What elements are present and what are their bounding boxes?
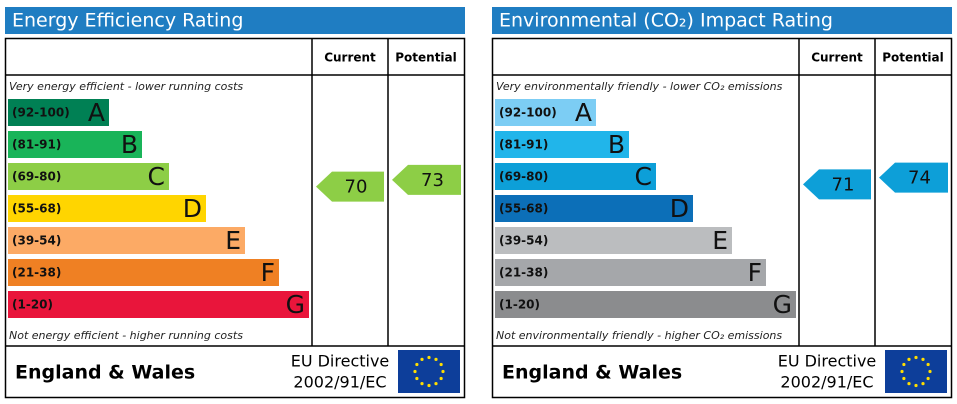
band-range: (21-38) (12, 266, 61, 280)
rating-band (495, 99, 596, 126)
band-range: (92-100) (12, 106, 70, 120)
rating-band (8, 227, 245, 254)
band-range: (81-91) (12, 138, 61, 152)
eu-star (914, 383, 918, 388)
band-range: (39-54) (499, 234, 548, 248)
band-letter: G (286, 290, 305, 319)
rating-band (495, 163, 656, 190)
eu-star (926, 362, 930, 367)
eu-star (921, 357, 925, 361)
region: England & Wales (502, 362, 682, 384)
band-letter: B (121, 130, 138, 159)
band-letter: A (88, 98, 105, 127)
column-header: Potential (395, 51, 457, 65)
band-range: (92-100) (499, 106, 557, 120)
band-letter: F (748, 258, 762, 287)
rating-band (8, 99, 109, 126)
title-bar (5, 7, 465, 34)
eu-star (415, 376, 419, 381)
eu-star (434, 382, 438, 386)
band-range: (1-20) (12, 298, 53, 312)
eu-star (907, 382, 911, 386)
rating-panel: Environmental (CO₂) Impact Rating Current… (491, 7, 953, 399)
rating-value: 70 (345, 177, 368, 198)
band-letter: D (183, 194, 202, 223)
band-letter: E (712, 226, 728, 255)
band-range: (55-68) (499, 202, 548, 216)
band-range: (81-91) (499, 138, 548, 152)
rating-band (8, 259, 279, 286)
eu-star (928, 369, 932, 374)
band-range: (1-20) (499, 298, 540, 312)
eu-star (427, 355, 431, 360)
eu-star (914, 355, 918, 360)
band-letter: D (670, 194, 689, 223)
rating-band (495, 195, 693, 222)
directive: 2002/91/EC (780, 373, 873, 392)
eu-star (900, 369, 904, 374)
rating-band (495, 131, 629, 158)
panel-frame (491, 37, 953, 399)
eu-star (902, 376, 906, 381)
band-range: (55-68) (12, 202, 61, 216)
eu-star (921, 382, 925, 386)
band-range: (21-38) (499, 266, 548, 280)
rating-arrow (803, 169, 871, 200)
eu-star (441, 369, 445, 374)
bottom-note: Not energy efficient - higher running co… (9, 329, 243, 342)
band-letter: E (225, 226, 241, 255)
rating-band (495, 227, 732, 254)
region: England & Wales (15, 362, 195, 384)
rating-arrow (879, 162, 948, 193)
top-note: Very environmentally friendly - lower CO… (496, 80, 783, 93)
eu-star (420, 382, 424, 386)
eu-star (413, 369, 417, 374)
eu-star (420, 357, 424, 361)
eu-star (902, 362, 906, 367)
eu-star (415, 362, 419, 367)
band-letter: A (575, 98, 592, 127)
band-letter: G (773, 290, 792, 319)
rating-panel: Energy Efficiency Rating Current Potential… (4, 7, 466, 399)
rating-band (8, 195, 206, 222)
column-header: Potential (882, 51, 944, 65)
eu-star (926, 376, 930, 381)
band-letter: C (635, 162, 652, 191)
eu-star (434, 357, 438, 361)
rating-arrow (316, 171, 384, 202)
column-header: Current (811, 51, 863, 65)
rating-band (8, 163, 169, 190)
directive: EU Directive (778, 352, 877, 371)
panel-title: Energy Efficiency Rating (12, 10, 243, 32)
band-letter: B (608, 130, 625, 159)
rating-arrow (392, 164, 461, 195)
eu-star (439, 362, 443, 367)
band-letter: F (261, 258, 275, 287)
top-note: Very energy efficient - lower running co… (9, 80, 243, 93)
rating-value: 73 (421, 170, 444, 191)
panel-title: Environmental (CO₂) Impact Rating (499, 10, 833, 32)
band-range: (69-80) (12, 170, 61, 184)
panel-frame (4, 37, 466, 399)
rating-value: 74 (908, 168, 931, 189)
band-range: (39-54) (12, 234, 61, 248)
directive: EU Directive (291, 352, 390, 371)
eu-star (907, 357, 911, 361)
band-range: (69-80) (499, 170, 548, 184)
rating-band (495, 259, 766, 286)
eu-star (439, 376, 443, 381)
rating-value: 71 (832, 174, 855, 195)
directive: 2002/91/EC (293, 373, 386, 392)
eu-star (427, 383, 431, 388)
band-letter: C (148, 162, 165, 191)
rating-band (495, 291, 796, 318)
title-bar (492, 7, 952, 34)
column-header: Current (324, 51, 376, 65)
rating-band (8, 131, 142, 158)
bottom-note: Not environmentally friendly - higher CO… (496, 329, 782, 342)
rating-band (8, 291, 309, 318)
